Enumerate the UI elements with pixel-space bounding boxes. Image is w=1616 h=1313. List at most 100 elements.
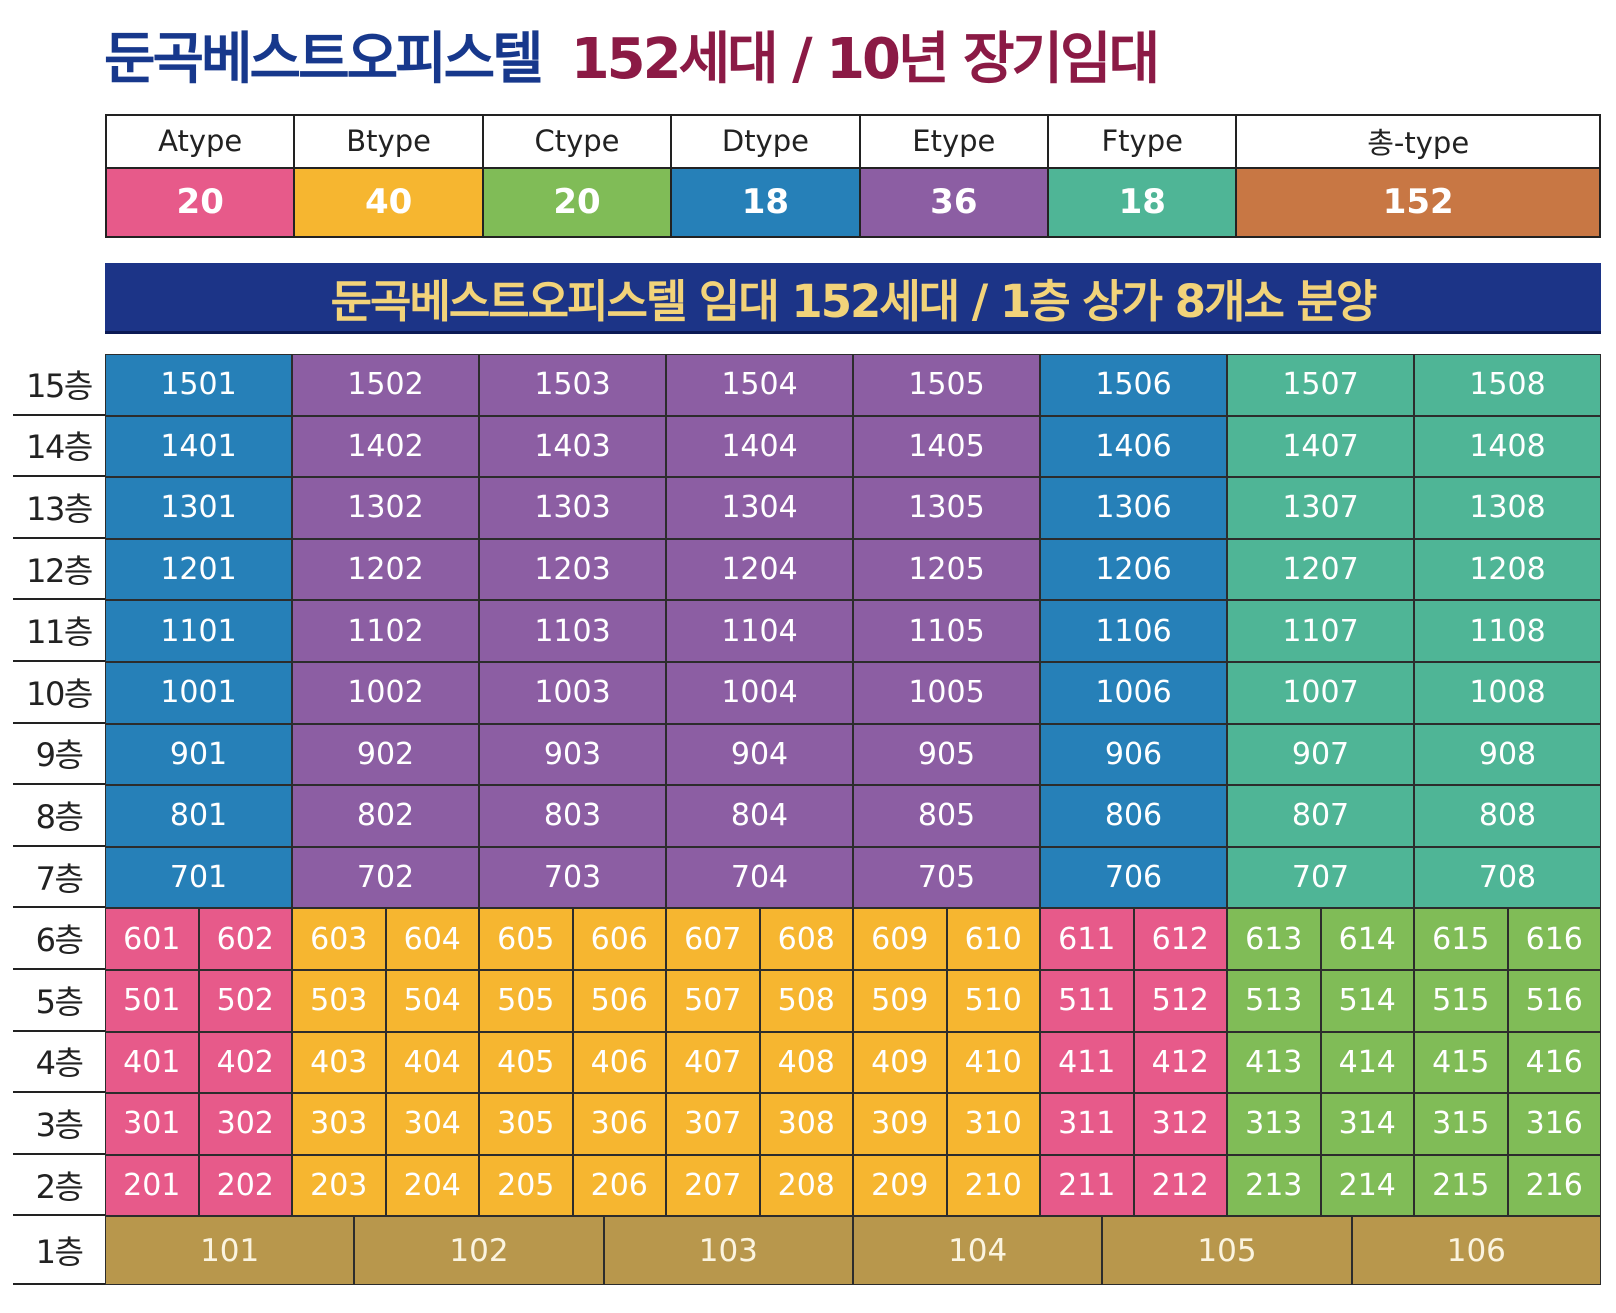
unit-cell: 1403	[479, 415, 666, 478]
floor-label: 9층	[13, 724, 105, 786]
floor-label: 6층	[13, 908, 105, 970]
unit-cell: 1108	[1414, 600, 1601, 662]
unit-cell: 905	[853, 723, 1040, 786]
unit-cell: 412	[1133, 1031, 1227, 1094]
unit-cell: 612	[1133, 908, 1227, 970]
unit-cell: 1306	[1040, 477, 1227, 539]
unit-cell: 509	[853, 970, 947, 1032]
unit-cell: 507	[666, 970, 760, 1032]
unit-cell: 404	[385, 1031, 479, 1094]
unit-cell: 1204	[666, 538, 853, 601]
unit-cell: 1302	[292, 477, 479, 539]
retail-unit-cell: 103	[603, 1216, 853, 1286]
unit-cell: 301	[105, 1093, 199, 1155]
unit-cell: 1107	[1227, 600, 1414, 662]
type-count-f: 18	[1047, 166, 1238, 239]
unit-cell: 314	[1320, 1093, 1414, 1155]
unit-cell: 305	[479, 1093, 573, 1155]
unit-cell: 506	[572, 970, 666, 1032]
unit-cell: 1401	[105, 415, 292, 478]
unit-cell: 1301	[105, 477, 292, 539]
unit-cell: 209	[853, 1154, 947, 1217]
unit-cell: 403	[292, 1031, 386, 1094]
unit-cell: 315	[1414, 1093, 1508, 1155]
floor-label: 14층	[13, 416, 105, 478]
unit-cell: 1503	[479, 354, 666, 416]
type-header-d: Dtype	[670, 114, 861, 169]
unit-cell: 706	[1040, 846, 1227, 909]
unit-cell: 901	[105, 723, 292, 786]
unit-cell: 608	[759, 908, 853, 970]
unit-cell: 808	[1414, 785, 1601, 847]
unit-cell: 1007	[1227, 662, 1414, 724]
section-banner: 둔곡베스트오피스텔 임대 152세대 / 1층 상가 8개소 분양	[105, 263, 1601, 334]
unit-cell: 1004	[666, 662, 853, 724]
floor-label: 7층	[13, 847, 105, 909]
unit-cell: 806	[1040, 785, 1227, 847]
unit-cell: 613	[1227, 908, 1321, 970]
unit-cell: 312	[1133, 1093, 1227, 1155]
floor-label: 15층	[13, 354, 105, 416]
unit-cell: 1103	[479, 600, 666, 662]
unit-cell: 505	[479, 970, 573, 1032]
floor-label: 1층	[13, 1216, 105, 1286]
retail-unit-cell: 106	[1351, 1216, 1601, 1286]
unit-cell: 310	[946, 1093, 1040, 1155]
floor-label: 12층	[13, 539, 105, 601]
unit-cell: 414	[1320, 1031, 1414, 1094]
unit-cell: 1407	[1227, 415, 1414, 478]
unit-cell: 514	[1320, 970, 1414, 1032]
unit-cell: 1406	[1040, 415, 1227, 478]
unit-cell: 511	[1040, 970, 1134, 1032]
unit-cell: 1405	[853, 415, 1040, 478]
unit-cell: 508	[759, 970, 853, 1032]
type-header-e: Etype	[858, 114, 1050, 169]
unit-cell: 204	[385, 1154, 479, 1217]
unit-cell: 904	[666, 723, 853, 786]
unit-cell: 215	[1414, 1154, 1508, 1217]
unit-cell: 708	[1414, 846, 1601, 909]
unit-cell: 607	[666, 908, 760, 970]
unit-cell: 1504	[666, 354, 853, 416]
unit-cell: 614	[1320, 908, 1414, 970]
type-count-c: 20	[481, 166, 673, 239]
unit-cell: 311	[1040, 1093, 1134, 1155]
unit-cell: 416	[1507, 1031, 1601, 1094]
unit-cell: 210	[946, 1154, 1040, 1217]
unit-cell: 1408	[1414, 415, 1601, 478]
unit-cell: 704	[666, 846, 853, 909]
unit-cell: 213	[1227, 1154, 1321, 1217]
unit-cell: 407	[666, 1031, 760, 1094]
unit-cell: 605	[479, 908, 573, 970]
type-header-total: 총-type	[1235, 114, 1601, 169]
unit-cell: 1404	[666, 415, 853, 478]
unit-cell: 510	[946, 970, 1040, 1032]
unit-cell: 1005	[853, 662, 1040, 724]
unit-cell: 406	[572, 1031, 666, 1094]
unit-cell: 409	[853, 1031, 947, 1094]
unit-cell: 1104	[666, 600, 853, 662]
retail-unit-cell: 101	[105, 1216, 355, 1286]
unit-cell: 202	[198, 1154, 292, 1217]
unit-cell: 408	[759, 1031, 853, 1094]
type-summary-table: Atype Btype Ctype Dtype Etype Ftype 총-ty…	[104, 114, 1601, 239]
unit-cell: 214	[1320, 1154, 1414, 1217]
unit-cell: 602	[198, 908, 292, 970]
unit-cell: 516	[1507, 970, 1601, 1032]
floor-label: 11층	[13, 600, 105, 662]
unit-cell: 1305	[853, 477, 1040, 539]
unit-cell: 1001	[105, 662, 292, 724]
floor-label: 13층	[13, 477, 105, 539]
unit-cell: 908	[1414, 723, 1601, 786]
unit-cell: 410	[946, 1031, 1040, 1094]
retail-unit-cell: 105	[1102, 1216, 1352, 1286]
unit-cell: 902	[292, 723, 479, 786]
unit-cell: 906	[1040, 723, 1227, 786]
unit-cell: 707	[1227, 846, 1414, 909]
unit-cell: 1207	[1227, 538, 1414, 601]
unit-cell: 512	[1133, 970, 1227, 1032]
unit-cell: 1303	[479, 477, 666, 539]
type-header-c: Ctype	[481, 114, 673, 169]
unit-cell: 1508	[1414, 354, 1601, 416]
retail-unit-cell: 104	[853, 1216, 1103, 1286]
